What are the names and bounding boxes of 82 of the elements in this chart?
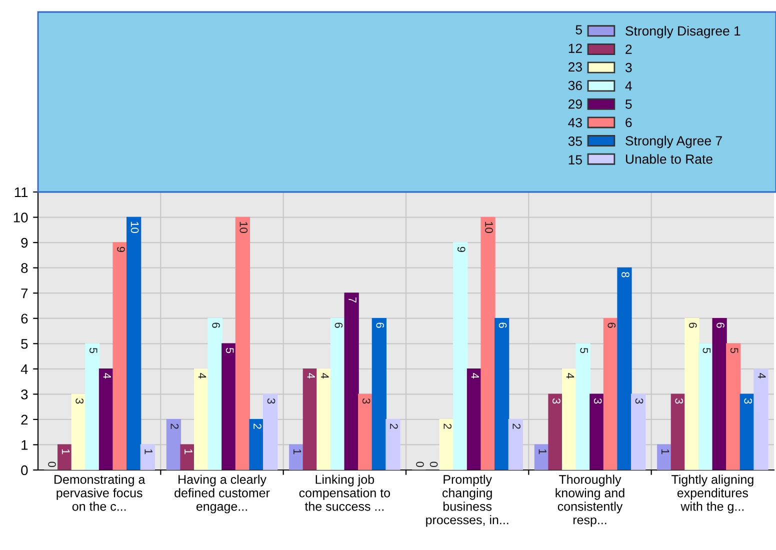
data-label: 5 — [226, 348, 234, 354]
data-label: 5 — [702, 348, 711, 354]
text: 12 — [568, 44, 582, 53]
text: 23 — [568, 62, 582, 72]
data-label: 7 — [348, 297, 356, 303]
y-tick-label: 3 — [21, 390, 28, 400]
data-label: 4 — [321, 372, 329, 379]
data-label: 3 — [744, 398, 752, 404]
data-label: 0 — [430, 462, 438, 468]
legend-label: Strongly Agree 7 — [626, 136, 722, 148]
data-label: 3 — [594, 398, 602, 404]
data-label: 6 — [608, 322, 616, 328]
y-tick-label: 5 — [21, 339, 28, 349]
y-tick-label: 10 — [14, 212, 28, 222]
data-label: 4 — [566, 372, 574, 379]
text: 5 — [576, 25, 582, 34]
data-label: 10 — [130, 222, 139, 233]
data-label: 8 — [622, 272, 630, 278]
y-tick-label: 7 — [21, 288, 28, 298]
legend-label: Strongly Disagree 1 — [626, 26, 740, 38]
data-label: 4 — [103, 372, 112, 379]
x-tick-label: Having a clearly defined customer engage... — [174, 474, 270, 514]
y-tick-label: 2 — [21, 414, 28, 424]
legend-label: Unable to Rate — [626, 154, 712, 164]
data-label: 10 — [240, 222, 248, 233]
x-tick-label: Thoroughly knowing and consistently resp... — [556, 474, 624, 527]
y-tick-label: 0 — [21, 465, 28, 476]
legend-label: 5 — [626, 100, 632, 109]
data-label: 6 — [716, 322, 724, 328]
legend-label: 4 — [625, 81, 632, 90]
data-label: 9 — [457, 246, 466, 252]
data-label: 3 — [552, 398, 560, 404]
legend-label: 3 — [625, 62, 632, 72]
data-label: 4 — [198, 372, 206, 379]
data-label: 2 — [254, 424, 262, 429]
data-label: 0 — [48, 462, 56, 468]
data-label: 4 — [307, 372, 315, 379]
data-label: 1 — [144, 449, 152, 454]
x-tick-label: Promptly changing business processes, in... — [426, 474, 508, 527]
data-label: 6 — [334, 322, 343, 328]
x-tick-label: Demonstrating a pervasive focus on the c... — [54, 474, 146, 511]
data-label: 3 — [267, 398, 276, 404]
data-label: 1 — [62, 449, 70, 454]
data-label: 6 — [212, 322, 220, 328]
text: 43 — [568, 118, 582, 128]
data-label: 5 — [730, 348, 738, 354]
text: 15 — [568, 155, 582, 164]
legend-label: 2 — [626, 44, 632, 54]
y-tick-label: 6 — [21, 314, 28, 324]
data-label: 2 — [390, 424, 398, 429]
y-tick-label: 9 — [21, 238, 28, 248]
data-label: 1 — [661, 449, 670, 454]
text: 36 — [568, 80, 582, 90]
x-tick-label: Tightly aligning expenditures with the g... — [671, 474, 754, 514]
text: 29 — [568, 99, 582, 109]
data-label: 1 — [293, 449, 302, 454]
y-tick-label: 4 — [20, 364, 28, 374]
data-label: 6 — [498, 322, 507, 328]
data-label: 2 — [444, 424, 452, 429]
data-label: 1 — [538, 449, 546, 454]
data-label: 10 — [485, 222, 493, 233]
data-label: 4 — [758, 372, 766, 379]
y-tick-label: 1 — [22, 440, 28, 450]
data-label: 6 — [376, 322, 384, 328]
data-label: 3 — [635, 398, 644, 404]
data-label: 9 — [117, 246, 125, 252]
data-label: 6 — [688, 322, 697, 328]
data-label: 2 — [170, 424, 179, 429]
y-tick-label: 11 — [14, 187, 28, 198]
x-tick-label: Linking job compensation to the success ... — [299, 474, 390, 511]
data-label: 3 — [675, 398, 684, 404]
data-label: 5 — [580, 348, 588, 354]
legend-label: 6 — [626, 118, 632, 128]
data-label: 1 — [184, 449, 192, 454]
text: 35 — [568, 136, 582, 146]
y-tick-label: 8 — [21, 263, 28, 273]
data-label: 5 — [89, 348, 98, 354]
data-label: 3 — [362, 398, 370, 404]
data-label: 3 — [76, 398, 84, 404]
data-label: 0 — [416, 462, 424, 468]
data-label: 2 — [512, 424, 521, 429]
data-label: 4 — [471, 372, 480, 379]
